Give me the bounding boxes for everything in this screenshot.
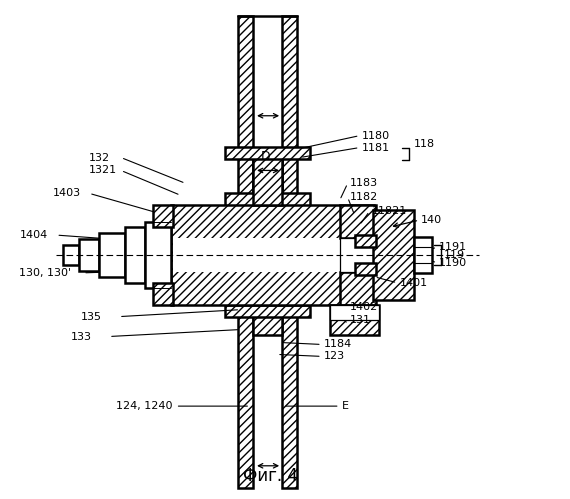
- Bar: [170, 205, 374, 305]
- Bar: [282, 305, 297, 488]
- Bar: [63, 245, 79, 265]
- Bar: [225, 305, 310, 317]
- Text: 133: 133: [71, 331, 92, 341]
- Bar: [355, 235, 377, 247]
- Bar: [153, 205, 173, 227]
- Text: 1183: 1183: [349, 178, 378, 188]
- Bar: [330, 305, 380, 319]
- Bar: [340, 205, 377, 238]
- Text: 1191: 1191: [439, 242, 467, 252]
- Bar: [99, 233, 125, 277]
- Text: 140: 140: [421, 215, 442, 225]
- Bar: [282, 16, 297, 205]
- Text: 1180: 1180: [361, 131, 390, 141]
- Bar: [253, 156, 282, 205]
- Bar: [225, 193, 310, 206]
- Text: 1321: 1321: [89, 166, 117, 176]
- Bar: [253, 156, 282, 205]
- Text: 132: 132: [89, 153, 110, 163]
- Text: 1184: 1184: [324, 339, 352, 349]
- Text: 123: 123: [324, 351, 345, 361]
- Text: E: E: [341, 401, 349, 411]
- Text: 1182: 1182: [349, 192, 378, 202]
- Bar: [340, 238, 377, 272]
- Bar: [238, 16, 253, 205]
- Text: 130, 130': 130, 130': [19, 268, 72, 278]
- Text: 118: 118: [414, 139, 435, 149]
- Text: 1190: 1190: [439, 258, 467, 268]
- Bar: [153, 283, 173, 305]
- Bar: [373, 210, 414, 300]
- Text: 135: 135: [81, 311, 102, 322]
- Bar: [225, 147, 310, 159]
- Bar: [355, 263, 377, 275]
- Text: D: D: [260, 151, 270, 164]
- Bar: [145, 222, 170, 288]
- Bar: [79, 239, 99, 271]
- Bar: [253, 305, 282, 334]
- Bar: [173, 238, 373, 272]
- Bar: [340, 272, 377, 305]
- Bar: [330, 305, 380, 334]
- Text: 131: 131: [349, 314, 370, 325]
- Text: Фиг. 4: Фиг. 4: [243, 467, 298, 485]
- Text: 1402: 1402: [349, 302, 378, 312]
- Text: 1181: 1181: [361, 143, 390, 153]
- Text: 1403: 1403: [54, 188, 82, 198]
- Text: 1404: 1404: [19, 230, 48, 240]
- Text: 119: 119: [444, 250, 465, 260]
- Bar: [414, 237, 432, 273]
- Bar: [125, 227, 145, 283]
- Text: 11821: 11821: [372, 206, 407, 216]
- Bar: [238, 305, 253, 488]
- Text: 1401: 1401: [400, 278, 428, 288]
- Text: 124, 1240: 124, 1240: [116, 401, 173, 411]
